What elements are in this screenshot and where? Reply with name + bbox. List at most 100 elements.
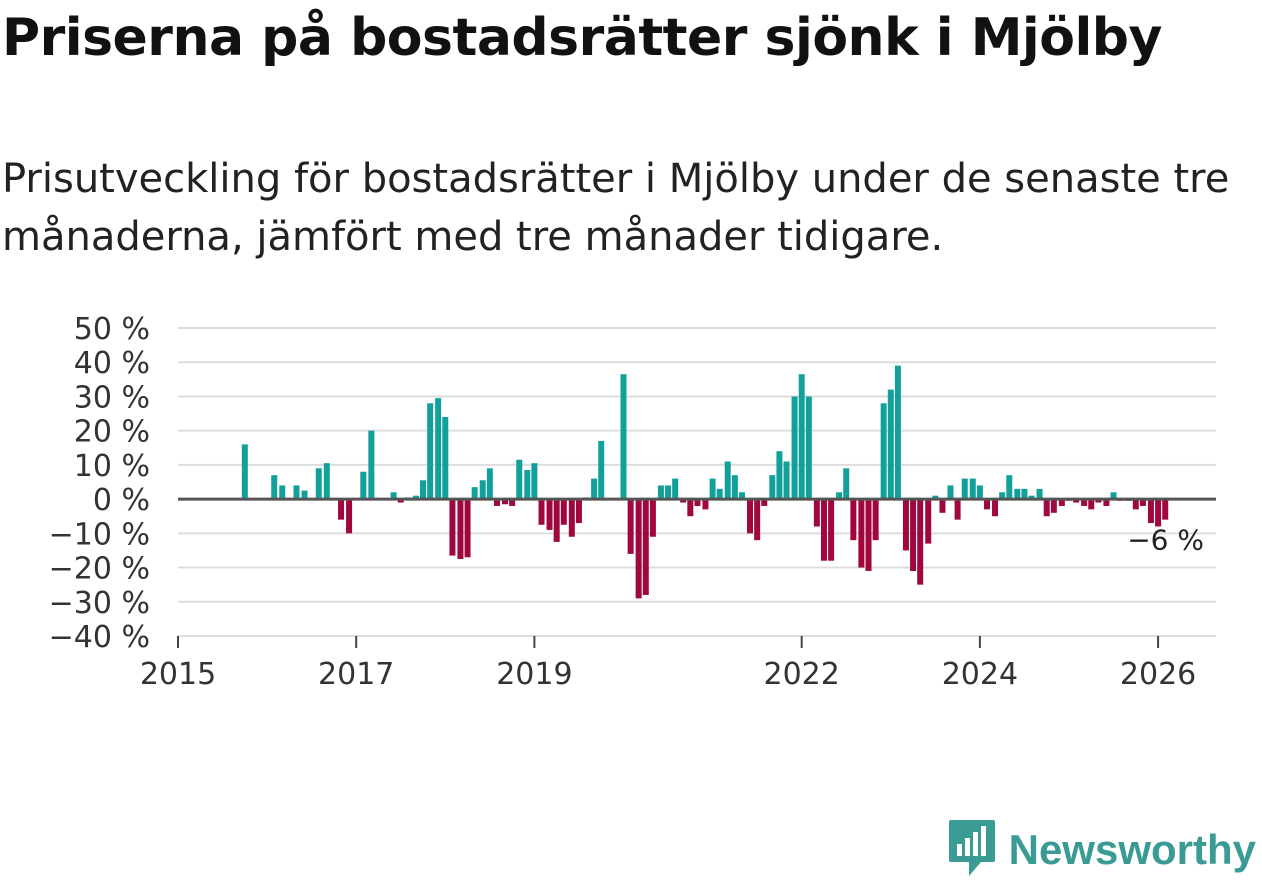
bar bbox=[976, 485, 983, 500]
bar bbox=[493, 499, 500, 506]
bar bbox=[486, 468, 493, 500]
bar bbox=[947, 485, 954, 500]
y-tick-label: 50 % bbox=[74, 312, 150, 347]
bar bbox=[1147, 499, 1154, 524]
y-tick-label: −30 % bbox=[49, 586, 150, 621]
bar bbox=[323, 463, 330, 500]
brand-logo: Newsworthy bbox=[947, 818, 1256, 882]
bar bbox=[1014, 488, 1021, 500]
bar bbox=[999, 492, 1006, 500]
bar bbox=[649, 499, 656, 537]
bar bbox=[1155, 499, 1162, 527]
bar bbox=[902, 499, 909, 551]
bar bbox=[828, 499, 835, 561]
bar bbox=[791, 396, 798, 500]
y-tick-label: 10 % bbox=[74, 449, 150, 484]
bar bbox=[917, 499, 924, 585]
bar bbox=[872, 499, 879, 541]
bar bbox=[293, 485, 300, 500]
bar bbox=[865, 499, 872, 571]
bar bbox=[1028, 495, 1035, 500]
y-tick-label: 30 % bbox=[74, 380, 150, 415]
bar bbox=[1132, 499, 1139, 510]
bar bbox=[568, 499, 575, 537]
bar bbox=[709, 478, 716, 500]
bar bbox=[731, 475, 738, 500]
bar bbox=[279, 485, 286, 500]
bar bbox=[747, 499, 754, 534]
y-tick-label: 0 % bbox=[93, 483, 150, 518]
x-tick-label: 2017 bbox=[318, 657, 394, 692]
bar bbox=[687, 499, 694, 517]
bar bbox=[932, 495, 939, 500]
bar bbox=[435, 398, 442, 500]
bar bbox=[516, 459, 523, 500]
bar bbox=[390, 492, 397, 500]
bar bbox=[598, 440, 605, 500]
bar bbox=[805, 396, 812, 500]
bar bbox=[925, 499, 932, 544]
bar bbox=[716, 488, 723, 500]
bar bbox=[783, 461, 790, 500]
bar bbox=[820, 499, 827, 561]
bar bbox=[776, 451, 783, 500]
bar bbox=[1036, 488, 1043, 500]
bar bbox=[427, 403, 434, 500]
bar bbox=[1088, 499, 1095, 510]
bar bbox=[1081, 499, 1088, 506]
y-tick-label: 20 % bbox=[74, 415, 150, 450]
y-tick-label: 40 % bbox=[74, 346, 150, 381]
bar bbox=[368, 430, 375, 500]
bar bbox=[360, 471, 367, 500]
bar bbox=[813, 499, 820, 527]
y-tick-label: −20 % bbox=[49, 552, 150, 587]
bar bbox=[457, 499, 464, 559]
bar bbox=[271, 475, 278, 500]
axes: 50 %40 %30 %20 %10 %0 %−10 %−20 %−30 %−4… bbox=[49, 312, 1216, 692]
bar bbox=[724, 461, 731, 500]
bar bbox=[1021, 488, 1028, 500]
bar bbox=[338, 499, 345, 520]
bar bbox=[680, 499, 687, 503]
y-tick-label: −10 % bbox=[49, 517, 150, 552]
bar bbox=[939, 499, 946, 513]
bar bbox=[1073, 499, 1080, 503]
bar bbox=[1058, 499, 1065, 506]
bar bbox=[769, 475, 776, 500]
bar bbox=[657, 485, 664, 500]
bar bbox=[635, 499, 642, 599]
bar bbox=[887, 389, 894, 500]
x-tick-label: 2026 bbox=[1120, 657, 1196, 692]
bar bbox=[1103, 499, 1110, 506]
bar bbox=[412, 495, 419, 500]
bar bbox=[1139, 499, 1146, 506]
bar bbox=[754, 499, 761, 541]
bar bbox=[1043, 499, 1050, 517]
bar bbox=[642, 499, 649, 595]
bar bbox=[850, 499, 857, 541]
bar bbox=[1110, 492, 1117, 500]
bar bbox=[880, 403, 887, 500]
bar bbox=[449, 499, 456, 556]
bar bbox=[301, 490, 308, 500]
x-tick-label: 2024 bbox=[942, 657, 1018, 692]
bar bbox=[992, 499, 999, 517]
bar bbox=[546, 499, 553, 530]
bar bbox=[531, 463, 538, 500]
bar bbox=[560, 499, 567, 525]
bar bbox=[479, 480, 486, 500]
bar bbox=[346, 499, 353, 534]
bar bbox=[509, 499, 516, 506]
bar bbox=[501, 499, 508, 505]
brand-name: Newsworthy bbox=[1008, 826, 1256, 873]
bar bbox=[442, 416, 449, 500]
y-tick-label: −40 % bbox=[49, 620, 150, 655]
bar bbox=[1050, 499, 1057, 513]
bars bbox=[241, 365, 1169, 599]
bar bbox=[984, 499, 991, 510]
x-tick-label: 2015 bbox=[140, 657, 216, 692]
x-tick-label: 2019 bbox=[496, 657, 572, 692]
bar bbox=[1162, 499, 1169, 520]
bar bbox=[1095, 499, 1102, 503]
bar bbox=[464, 499, 471, 558]
